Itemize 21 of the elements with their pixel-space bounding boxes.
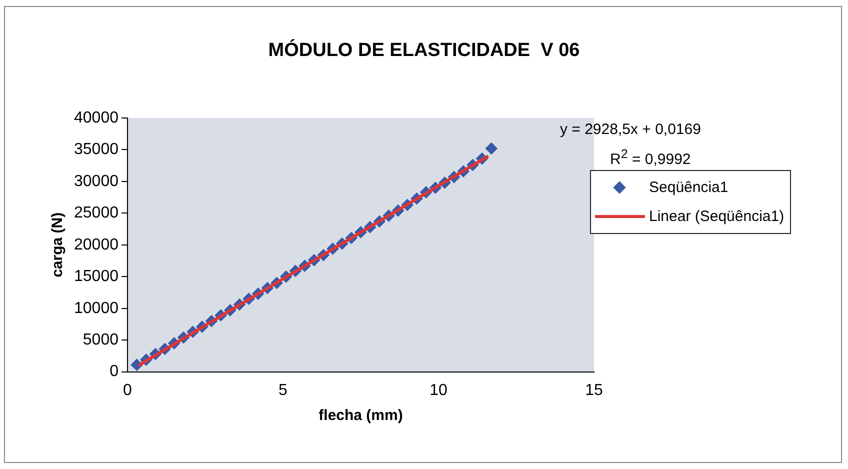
- y-tick-label: 5000: [82, 331, 119, 348]
- chart-title: MÓDULO DE ELASTICIDADE V 06: [267, 40, 581, 62]
- x-tick-label: 5: [278, 382, 288, 399]
- y-tick-label: 30000: [74, 172, 119, 190]
- y-tick-label: 25000: [74, 204, 119, 222]
- x-tick-label: 10: [430, 382, 448, 399]
- legend-label: Linear (Seqüência1): [649, 208, 784, 225]
- y-tick-label: 0: [110, 363, 119, 380]
- x-tick-label: 0: [123, 382, 132, 399]
- annotation: y = 2928,5x + 0,0169: [560, 120, 701, 140]
- y-tick-label: 15000: [74, 268, 119, 286]
- text: R$^{2}$ = 0,9992: [609, 146, 692, 170]
- y-tick-label: 10000: [74, 300, 119, 317]
- y-tick-label: 35000: [74, 141, 119, 158]
- y-tick-label: 20000: [74, 236, 119, 254]
- y-axis-title: carga (N): [49, 212, 66, 278]
- point: [485, 142, 498, 154]
- x-axis-title: flecha (mm): [318, 407, 403, 424]
- y-tick-label: 40000: [74, 109, 119, 126]
- x-tick-label: 15: [585, 382, 603, 399]
- legend-label: Seqüência1: [649, 179, 728, 196]
